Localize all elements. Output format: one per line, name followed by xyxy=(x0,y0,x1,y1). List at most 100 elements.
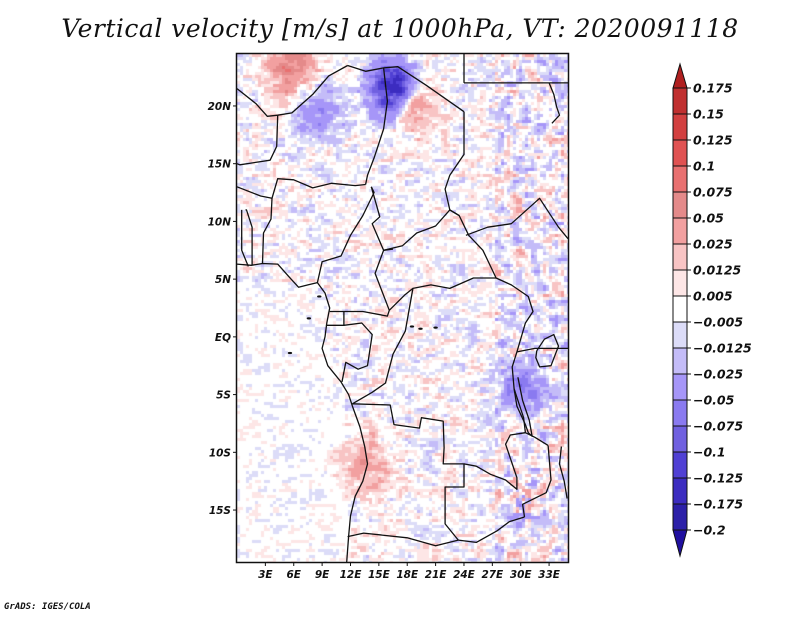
colorbar-label: 0.1 xyxy=(693,159,715,174)
border-drc-angola xyxy=(352,403,465,541)
y-tick-label: 15S xyxy=(209,505,231,517)
border-coastline-west xyxy=(236,262,369,563)
colorbar-box xyxy=(672,321,688,349)
plot-frame xyxy=(235,52,570,564)
border-gabon-congo xyxy=(341,322,373,383)
y-axis: 20N 15N 10N 5N EQ 5S 10S 15S xyxy=(208,101,237,517)
colorbar-label: 0.125 xyxy=(693,133,733,148)
border-uganda-kenya-rwanda xyxy=(516,347,568,353)
border-sudan-south-sudan xyxy=(465,197,569,240)
colorbar: 0.175 0.15 0.125 0.1 0.075 0.05 0.025 0.0125 0.0… xyxy=(672,62,752,558)
colorbar-label: 0.175 xyxy=(693,81,733,96)
border-niger-algeria xyxy=(236,64,348,117)
colorbar-label: 0.0125 xyxy=(693,263,742,278)
colorbar-label: −0.2 xyxy=(693,523,726,538)
vertical-velocity-field xyxy=(237,54,568,562)
colorbar-label: 0.005 xyxy=(693,289,733,304)
y-tick-label: EQ xyxy=(215,332,231,344)
lake-or-island-1 xyxy=(418,327,423,330)
border-lake-malawi xyxy=(558,446,568,499)
border-car-sudan xyxy=(449,209,497,279)
x-tick-label: 33E xyxy=(538,569,561,581)
border-togo-benin xyxy=(245,209,253,266)
border-benin-nigeria xyxy=(261,198,273,264)
country-borders xyxy=(236,54,569,563)
y-tick-label: 5S xyxy=(216,390,231,402)
x-axis: 3E 6E 9E 12E 15E 18E 21E 24E 27E 30E 33E xyxy=(258,562,561,581)
border-nile-sudan xyxy=(548,82,561,124)
border-lake-tanganyika xyxy=(513,377,533,437)
x-tick-label: 3E xyxy=(258,569,273,581)
border-angola-namibia xyxy=(347,532,459,547)
y-tick-label: 5N xyxy=(215,274,231,286)
colorbar-box xyxy=(672,373,688,401)
x-tick-label: 27E xyxy=(481,569,504,581)
lake-or-island-4 xyxy=(287,351,293,355)
border-zambia-zimbabwe xyxy=(458,516,525,544)
y-tick-label: 20N xyxy=(208,101,232,113)
colorbar-label: −0.05 xyxy=(693,393,735,408)
x-tick-label: 30E xyxy=(510,569,533,581)
colorbar-label: −0.025 xyxy=(693,367,743,382)
border-congo-drc xyxy=(352,287,414,405)
x-tick-label: 18E xyxy=(396,569,419,581)
x-tick-label: 9E xyxy=(315,569,330,581)
colorbar-box xyxy=(672,113,688,141)
lake-or-island-0 xyxy=(409,325,415,328)
border-chad-car xyxy=(383,209,460,251)
x-tick-label: 12E xyxy=(340,569,363,581)
border-zambia-malawi-moz xyxy=(521,445,552,518)
colorbar-box xyxy=(672,217,688,245)
colorbar-box xyxy=(672,191,688,219)
border-libya-niger-chad xyxy=(347,64,465,113)
colorbar-label: −0.175 xyxy=(693,497,743,512)
border-cameroon-car xyxy=(374,250,390,311)
colorbar-label: −0.075 xyxy=(693,419,743,434)
border-cameroon-gabon-congo xyxy=(329,310,390,317)
x-tick-label: 15E xyxy=(368,569,391,581)
colorbar-box xyxy=(672,269,688,297)
colorbar-extend-min xyxy=(672,529,688,558)
grads-credit: GrADS: IGES/COLA xyxy=(4,602,91,612)
lake-or-island-5 xyxy=(317,295,322,298)
colorbar-box xyxy=(672,503,688,531)
lake-or-island-2 xyxy=(433,326,438,329)
lake-or-island-3 xyxy=(306,317,312,320)
colorbar-box xyxy=(672,399,688,427)
colorbar-label: 0.075 xyxy=(693,185,733,200)
colorbar-box xyxy=(672,425,688,453)
chart-title: Vertical velocity [m/s] at 1000hPa, VT: … xyxy=(61,14,739,43)
border-niger-nigeria xyxy=(236,178,366,199)
y-tick-label: 10N xyxy=(208,216,232,228)
colorbar-box xyxy=(672,243,688,271)
border-chad-niger xyxy=(364,67,389,185)
colorbar-label: −0.125 xyxy=(693,471,743,486)
y-tick-label: 10S xyxy=(209,447,231,459)
colorbar-box xyxy=(672,451,688,479)
colorbar-label: 0.025 xyxy=(693,237,733,252)
border-lake-victoria xyxy=(535,333,560,368)
colorbar-box xyxy=(672,165,688,193)
colorbar-box xyxy=(672,139,688,167)
border-drc-zambia xyxy=(463,432,526,490)
border-chad-sudan xyxy=(444,111,465,211)
border-car-drc xyxy=(412,277,497,290)
colorbar-box xyxy=(672,477,688,505)
border-drc-south-sudan-uganda xyxy=(495,277,534,433)
x-tick-label: 6E xyxy=(287,569,302,581)
x-tick-label: 24E xyxy=(453,569,476,581)
colorbar-label: −0.0125 xyxy=(693,341,752,356)
colorbar-box xyxy=(672,295,688,323)
colorbar-extend-max xyxy=(672,62,688,89)
colorbar-label: −0.1 xyxy=(693,445,726,460)
colorbar-label: −0.005 xyxy=(693,315,743,330)
border-togo-ghana xyxy=(241,209,249,267)
colorbar-box xyxy=(672,87,688,115)
colorbar-label: 0.05 xyxy=(693,211,724,226)
y-tick-label: 15N xyxy=(208,159,232,171)
border-mali-niger xyxy=(236,115,279,166)
x-tick-label: 21E xyxy=(425,569,448,581)
border-nigeria-cameroon xyxy=(316,186,375,283)
